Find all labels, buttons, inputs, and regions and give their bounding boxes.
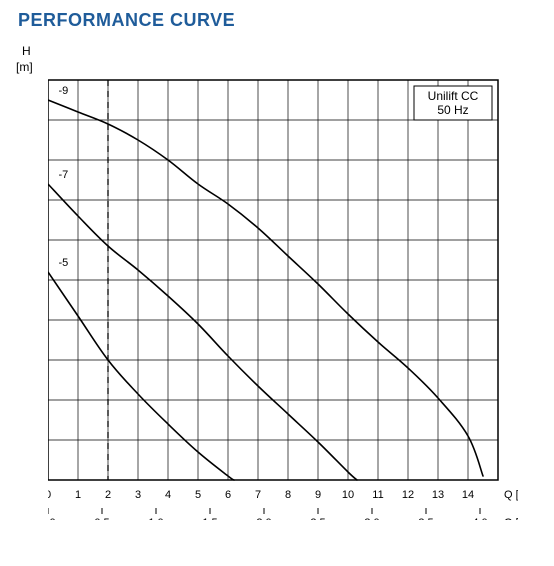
x2-tick: 0.5: [94, 517, 109, 520]
y-axis-label-h: H: [22, 44, 31, 58]
x1-tick: 1: [75, 489, 81, 501]
x1-tick: 2: [105, 489, 111, 501]
x1-tick: 14: [462, 489, 474, 501]
legend-line: Unilift CC: [428, 89, 479, 103]
x2-tick: 3.5: [418, 517, 433, 520]
x1-tick: 8: [285, 489, 291, 501]
x1-tick: 4: [165, 489, 171, 501]
series-label-9: -9: [59, 85, 69, 97]
x1-tick: 5: [195, 489, 201, 501]
x1-tick: 11: [372, 489, 383, 501]
x1-tick: 12: [402, 489, 414, 501]
x2-tick: 2.5: [310, 517, 325, 520]
x2-tick: 4.0: [472, 517, 487, 520]
x1-tick: 13: [432, 489, 444, 501]
performance-chart: -5-7-901234567891001234567891011121314Q …: [48, 50, 518, 490]
x1-axis-label: Q [m³/h]: [504, 489, 518, 501]
x2-axis-label: Q [l/s]: [504, 517, 518, 520]
x2-tick: 1.0: [148, 517, 163, 520]
x2-tick: 3.0: [364, 517, 379, 520]
x1-tick: 7: [255, 489, 261, 501]
legend-line: 50 Hz: [437, 103, 468, 117]
x2-tick: 0.0: [48, 517, 56, 520]
y-axis-label-unit: [m]: [16, 60, 33, 74]
x1-tick: 3: [135, 489, 141, 501]
x1-tick: 0: [48, 489, 51, 501]
x1-tick: 9: [315, 489, 321, 501]
x1-tick: 10: [342, 489, 354, 501]
x1-tick: 6: [225, 489, 231, 501]
x2-tick: 2.0: [256, 517, 271, 520]
chart-title: PERFORMANCE CURVE: [18, 10, 235, 31]
series-label-5: -5: [59, 257, 69, 269]
x2-tick: 1.5: [202, 517, 217, 520]
series-label-7: -7: [59, 169, 69, 181]
